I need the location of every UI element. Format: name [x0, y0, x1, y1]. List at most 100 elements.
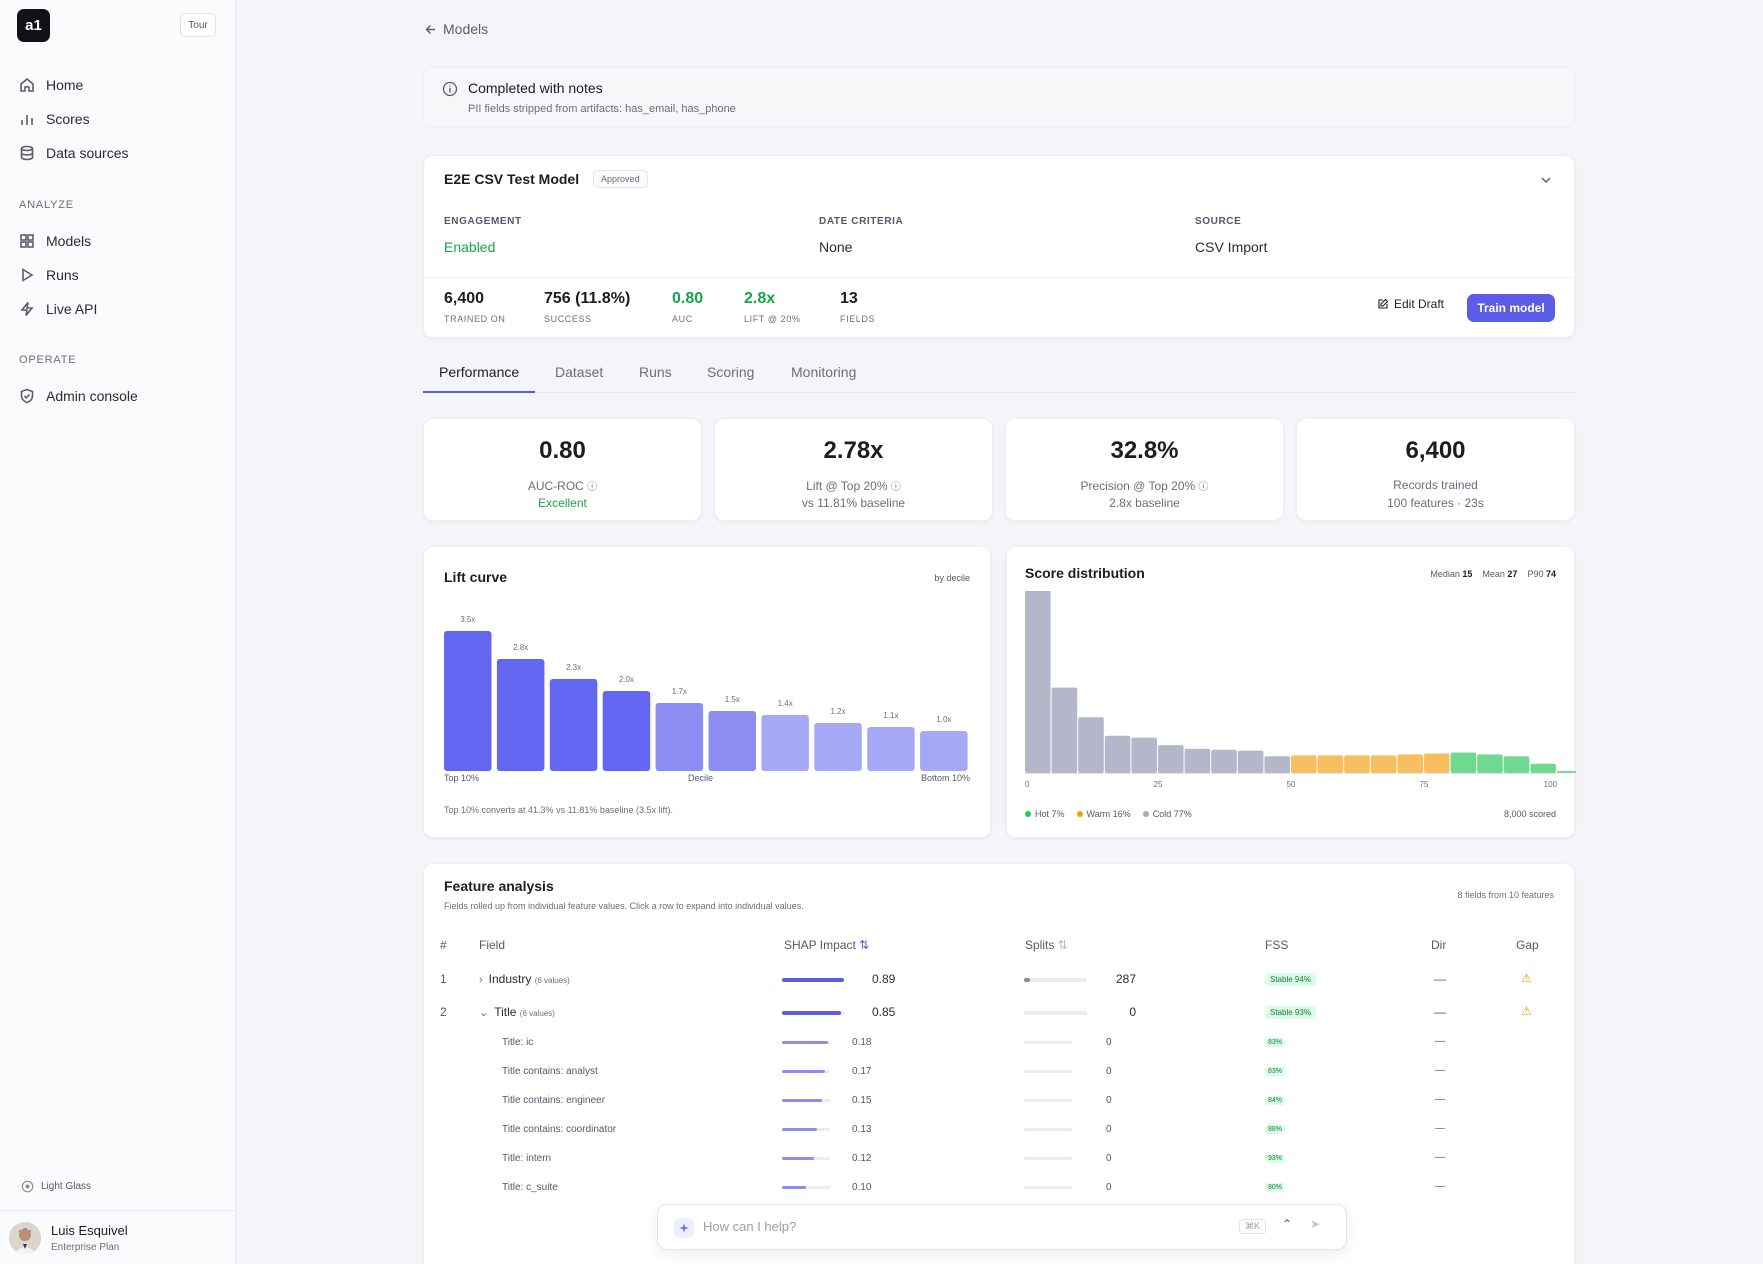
kpi-auc-value: 0.80	[672, 290, 704, 307]
lift-bar	[708, 711, 756, 771]
score-dist-title: Score distribution	[1025, 565, 1145, 581]
kpi-fields-value: 13	[840, 290, 858, 307]
chevron-down-icon[interactable]	[1540, 174, 1552, 186]
nav-runs[interactable]: Runs	[19, 263, 79, 287]
sub-shap-bar	[782, 1157, 830, 1160]
user-name[interactable]: Luis Esquivel	[51, 1223, 128, 1238]
table-row[interactable]: ⌄ Title (6 values)	[479, 1005, 555, 1019]
legend-cold: Cold 77%	[1142, 809, 1192, 819]
score-bin-bar	[1211, 749, 1237, 773]
completion-notice: Completed with notes PII fields stripped…	[423, 67, 1575, 127]
x-tick-label: 50	[1287, 780, 1296, 789]
notice-detail: PII fields stripped from artifacts: has_…	[468, 103, 736, 115]
nav-admin-console[interactable]: Admin console	[19, 384, 138, 408]
send-icon[interactable]: ➤	[1310, 1217, 1321, 1231]
value-count: (6 values)	[534, 976, 570, 985]
nav-data-sources[interactable]: Data sources	[19, 141, 128, 165]
info-icon[interactable]: ⓘ	[890, 482, 901, 493]
score-bin-bar	[1158, 745, 1184, 773]
tab-dataset[interactable]: Dataset	[555, 364, 604, 380]
lift-title: Lift curve	[444, 569, 508, 585]
sidebar-divider	[0, 1210, 236, 1211]
shield-icon	[20, 388, 34, 404]
lift-curve-card: Lift curve by decile 3.5x 2.8x 2.3x 2.0x 1.7…	[423, 546, 991, 838]
splits-bar	[1024, 1011, 1087, 1015]
col-field: Field	[479, 938, 506, 952]
sparkle-icon	[674, 1218, 694, 1238]
sub-field-name[interactable]: Title: c_suite	[502, 1182, 558, 1193]
source-label: SOURCE	[1195, 216, 1242, 227]
assistant-bar[interactable]: How can I help? ⌘K ⌃ ➤	[657, 1204, 1347, 1250]
chevron-down-icon[interactable]: ⌄	[479, 1007, 489, 1019]
tab-scoring[interactable]: Scoring	[707, 364, 755, 380]
user-plan: Enterprise Plan	[51, 1242, 120, 1253]
sub-dir-value: —	[1435, 1094, 1445, 1105]
sub-shap-bar-fill	[782, 1099, 822, 1102]
sub-shap-bar	[782, 1070, 830, 1073]
home-icon	[20, 77, 34, 92]
x-tick-label: 25	[1154, 780, 1163, 789]
edit-icon	[1378, 298, 1389, 309]
stat-precision-label: Precision @ Top 20% ⓘ	[1080, 479, 1209, 493]
avatar[interactable]	[9, 1222, 41, 1254]
sub-fss-badge: 93%	[1265, 1154, 1286, 1163]
chevron-up-icon[interactable]: ⌃	[1282, 1217, 1293, 1231]
sub-splits-value: 0	[1106, 1124, 1112, 1135]
edit-draft-button[interactable]: Edit Draft	[1377, 297, 1444, 311]
scored-count: 8,000 scored	[1503, 809, 1556, 819]
nav-scores[interactable]: Scores	[19, 107, 90, 131]
section-analyze: ANALYZE	[19, 199, 74, 211]
lift-bar-label: 1.1x	[883, 711, 898, 720]
table-row[interactable]: › Industry (6 values)	[479, 972, 570, 986]
info-icon[interactable]: ⓘ	[587, 482, 598, 493]
stat-records-label: Records trained	[1393, 478, 1478, 492]
sub-field-name[interactable]: Title: intern	[502, 1153, 552, 1164]
theme-switcher[interactable]: Light Glass	[21, 1180, 91, 1193]
active-tab-indicator	[423, 391, 535, 393]
assistant-input[interactable]: How can I help?	[703, 1219, 797, 1234]
fss-badge: Stable 93%	[1265, 1006, 1316, 1019]
info-icon	[442, 81, 458, 97]
shap-value: 0.89	[872, 972, 896, 986]
col-splits[interactable]: Splits ⇅	[1025, 938, 1068, 952]
nav-models-label: Models	[46, 233, 92, 249]
sub-field-name[interactable]: Title contains: analyst	[502, 1066, 598, 1077]
stat-auc-value: 0.80	[539, 437, 586, 464]
nav-live-api[interactable]: Live API	[19, 297, 97, 321]
sub-splits-value: 0	[1106, 1066, 1112, 1077]
sub-field-name[interactable]: Title contains: engineer	[502, 1095, 606, 1106]
score-bin-bar	[1264, 756, 1290, 773]
dir-value: —	[1434, 972, 1446, 986]
tab-monitoring[interactable]: Monitoring	[791, 364, 857, 380]
section-operate: OPERATE	[19, 354, 77, 366]
feature-count: 8 fields from 10 features	[1457, 890, 1554, 900]
grid-icon	[20, 234, 34, 248]
sub-shap-value: 0.18	[852, 1037, 872, 1048]
sub-shap-bar-fill	[782, 1157, 814, 1160]
kpi-auc-label: AUC	[672, 314, 693, 324]
lift-bar-label: 1.7x	[672, 687, 687, 696]
tab-runs[interactable]: Runs	[639, 364, 672, 380]
nav-models[interactable]: Models	[19, 229, 91, 253]
lift-bar	[655, 703, 704, 771]
back-to-models-link[interactable]: Models	[424, 21, 488, 37]
train-model-button[interactable]: Train model	[1467, 294, 1555, 322]
nav-home[interactable]: Home	[19, 73, 83, 97]
info-icon[interactable]: ⓘ	[1198, 482, 1209, 493]
tab-performance[interactable]: Performance	[439, 364, 520, 380]
sort-icon: ⇅	[859, 938, 870, 952]
sub-splits-bar	[1024, 1186, 1072, 1189]
warning-icon: ⚠	[1521, 1004, 1532, 1018]
col-shap-impact[interactable]: SHAP Impact ⇅	[784, 938, 870, 952]
notice-title: Completed with notes	[468, 80, 603, 96]
warning-icon: ⚠	[1521, 971, 1532, 985]
tour-button[interactable]: Tour	[180, 13, 216, 37]
app-logo[interactable]: a1	[17, 9, 50, 42]
sub-field-name[interactable]: Title: ic	[502, 1037, 534, 1048]
chevron-right-icon[interactable]: ›	[479, 974, 483, 986]
lift-left-label: Top 10%	[444, 773, 480, 783]
edit-draft-label: Edit Draft	[1394, 297, 1445, 311]
sub-field-name[interactable]: Title contains: coordinator	[502, 1124, 617, 1135]
stat-lift-value: 2.78x	[823, 437, 884, 464]
stat-lift-label: Lift @ Top 20% ⓘ	[806, 479, 901, 493]
